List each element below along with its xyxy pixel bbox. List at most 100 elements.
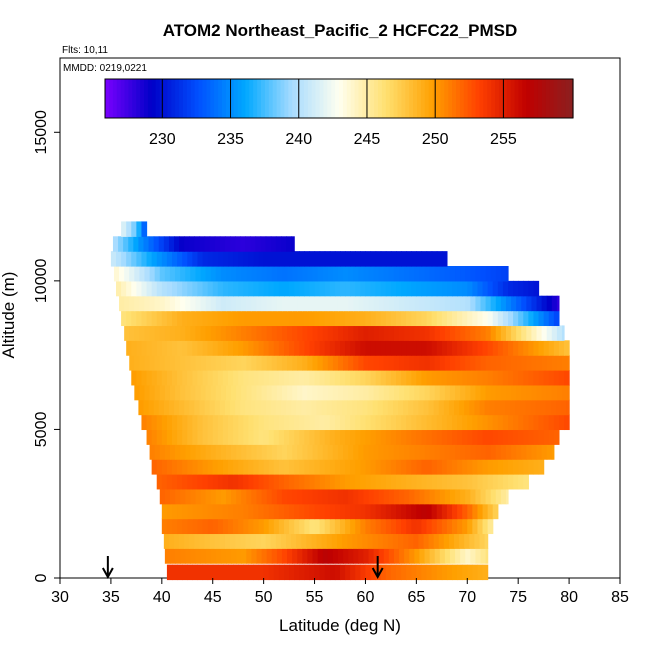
x-tick-label: 80 [560, 589, 578, 606]
colorbar-swatch [561, 79, 566, 118]
heatmap-cell [134, 266, 141, 282]
heatmap-cell [149, 444, 156, 460]
heatmap-cell [353, 266, 359, 282]
heatmap-cell [411, 280, 417, 297]
heatmap-cell [175, 266, 181, 282]
heatmap-cell [343, 325, 349, 341]
heatmap-cell [502, 459, 509, 475]
heatmap-cell [261, 548, 268, 564]
heatmap-cell [439, 444, 446, 460]
heatmap-cell [222, 503, 229, 520]
heatmap-cell [236, 548, 242, 564]
colorbar-swatch [323, 79, 328, 118]
heatmap-cell [161, 251, 168, 267]
heatmap-cell [172, 340, 178, 356]
heatmap-cell [166, 518, 173, 535]
heatmap-cell [194, 236, 201, 252]
heatmap-cell [332, 548, 339, 564]
heatmap-cell [322, 325, 329, 341]
heatmap-cell [281, 488, 288, 505]
heatmap-cell [444, 325, 451, 341]
heatmap-cell [561, 325, 565, 341]
heatmap-cell [467, 310, 473, 327]
heatmap-cell [212, 474, 219, 490]
heatmap-cell [441, 474, 448, 490]
heatmap-cell [543, 414, 550, 431]
heatmap-cell [321, 533, 328, 549]
heatmap-cell [457, 518, 463, 535]
heatmap-cell [511, 444, 517, 460]
heatmap-cell [500, 355, 507, 371]
heatmap-cell [406, 370, 412, 386]
heatmap-cell [194, 533, 201, 549]
heatmap-cell [487, 310, 494, 327]
heatmap-cell [212, 503, 219, 520]
heatmap-cell [200, 325, 207, 341]
heatmap-cell [492, 503, 499, 520]
heatmap-cell [419, 295, 426, 312]
heatmap-cell [508, 280, 514, 297]
heatmap-cell [202, 251, 209, 267]
heatmap-cell [231, 444, 237, 460]
heatmap-cell [413, 533, 419, 549]
heatmap-cell [396, 459, 402, 475]
heatmap-cell [180, 548, 186, 564]
heatmap-cell [194, 399, 201, 416]
heatmap-cell [159, 266, 166, 282]
heatmap-cell [177, 564, 183, 581]
heatmap-cell [530, 399, 537, 416]
heatmap-cell [212, 340, 219, 356]
heatmap-cell [538, 310, 545, 327]
heatmap-cell [467, 564, 473, 581]
heatmap-cell [460, 384, 466, 401]
heatmap-cell [197, 564, 204, 581]
heatmap-cell [390, 280, 397, 297]
heatmap-cell [217, 310, 224, 327]
heatmap-cell [460, 355, 466, 371]
heatmap-cell [343, 444, 349, 460]
heatmap-cell [526, 355, 533, 371]
heatmap-cell [490, 488, 497, 505]
heatmap-cell [154, 266, 161, 282]
heatmap-cell [316, 533, 323, 549]
heatmap-cell [153, 236, 160, 252]
heatmap-cell [276, 444, 283, 460]
heatmap-cell [175, 355, 181, 371]
heatmap-cell [276, 384, 283, 401]
heatmap-cell [396, 474, 402, 490]
heatmap-cell [265, 533, 272, 549]
heatmap-cell [355, 251, 361, 267]
heatmap-cell [546, 384, 553, 401]
colorbar-swatch [198, 79, 204, 118]
heatmap-cell [289, 414, 295, 431]
heatmap-cell [217, 459, 224, 475]
heatmap-cell [314, 459, 321, 475]
heatmap-cell [284, 459, 290, 475]
heatmap-cell [500, 444, 507, 460]
heatmap-cell [360, 251, 367, 267]
heatmap-cell [345, 340, 351, 356]
heatmap-cell [536, 295, 543, 312]
heatmap-cell [319, 414, 326, 431]
heatmap-cell [268, 370, 275, 386]
heatmap-cell [148, 399, 155, 416]
heatmap-cell [182, 518, 188, 535]
heatmap-cell [396, 370, 402, 386]
heatmap-cell [477, 503, 484, 520]
heatmap-cell [492, 340, 499, 356]
heatmap-cell [470, 548, 477, 564]
heatmap-cell [317, 295, 324, 312]
heatmap-cell [457, 459, 463, 475]
heatmap-cell [373, 488, 380, 505]
heatmap-cell [367, 399, 374, 416]
heatmap-cell [253, 503, 260, 520]
heatmap-cell [280, 236, 287, 252]
heatmap-cell [148, 236, 155, 252]
heatmap-cell [406, 474, 412, 490]
heatmap-cell [312, 444, 319, 460]
heatmap-cell [464, 533, 470, 549]
heatmap-cell [329, 414, 336, 431]
heatmap-cell [212, 429, 219, 445]
heatmap-cell [266, 444, 273, 460]
heatmap-cell [158, 399, 165, 416]
